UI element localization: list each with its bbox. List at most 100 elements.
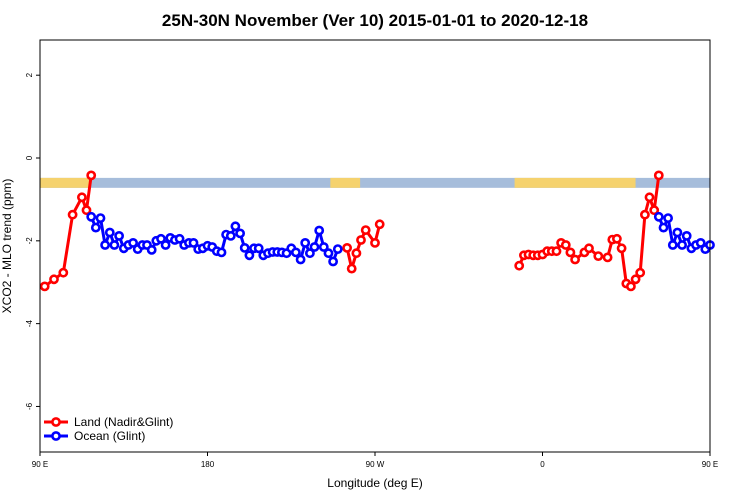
data-point — [346, 263, 357, 274]
data-point — [649, 205, 660, 216]
data-point — [235, 228, 245, 239]
data-point — [77, 192, 87, 203]
data-point — [114, 230, 124, 241]
land-ocean-band — [40, 177, 710, 188]
data-point — [370, 237, 380, 248]
data-point — [323, 248, 334, 259]
x-tick-label: 90 W — [366, 460, 385, 469]
data-point — [290, 247, 301, 258]
data-point — [616, 243, 627, 254]
data-point — [677, 240, 687, 250]
x-tick-label: 90 E — [32, 460, 48, 469]
legend-swatch-marker — [51, 417, 61, 427]
data-point — [584, 243, 594, 254]
data-point — [146, 244, 157, 255]
data-point — [304, 248, 315, 259]
data-point — [356, 235, 366, 245]
x-tick-label: 180 — [201, 460, 215, 469]
data-point — [635, 267, 646, 278]
y-axis: 2 0 -2 -4 -6 — [25, 72, 40, 410]
data-point — [514, 260, 525, 271]
y-axis-label: XCO2 - MLO trend (ppm) — [0, 179, 14, 314]
data-point — [104, 227, 115, 238]
data-point — [681, 230, 692, 241]
legend-label: Land (Nadir&Glint) — [74, 415, 173, 429]
data-point — [81, 205, 92, 216]
data-point — [332, 244, 343, 254]
data-point — [67, 209, 78, 220]
data-point — [39, 281, 50, 292]
data-point — [300, 237, 311, 248]
y-tick-label: -2 — [25, 237, 34, 245]
data-point — [626, 281, 636, 292]
data-point — [58, 267, 69, 278]
x-tick-label: 90 E — [702, 460, 718, 469]
series-line — [43, 175, 93, 288]
data-point — [309, 242, 320, 252]
legend-item: Land (Nadir&Glint) — [44, 415, 173, 429]
data-point — [593, 251, 604, 261]
data-point — [640, 209, 650, 220]
y-tick-label: 0 — [25, 155, 34, 160]
data-point — [216, 247, 227, 258]
series-layer — [39, 170, 715, 292]
data-point — [351, 248, 362, 259]
data-point — [695, 237, 706, 248]
data-point — [314, 225, 325, 236]
data-point — [49, 274, 59, 285]
data-point — [653, 170, 664, 181]
data-point — [630, 274, 641, 285]
x-axis: 90 E 180 90 W 0 90 E — [32, 452, 718, 469]
data-point — [328, 256, 338, 267]
data-point — [342, 242, 352, 253]
series-land — [39, 170, 664, 292]
data-point — [653, 211, 664, 222]
legend-item: Ocean (Glint) — [44, 429, 145, 443]
data-point — [565, 247, 576, 258]
y-tick-label: -6 — [25, 402, 34, 410]
data-point — [160, 240, 171, 250]
ocean-band — [40, 177, 710, 188]
data-point — [672, 227, 683, 238]
data-point — [602, 252, 613, 263]
data-point — [551, 246, 562, 257]
legend-label: Ocean (Glint) — [74, 429, 145, 443]
data-point — [230, 221, 241, 232]
data-point — [239, 242, 250, 253]
data-point — [95, 213, 106, 223]
data-point — [253, 243, 264, 254]
data-point — [667, 240, 678, 250]
series-ocean — [86, 211, 715, 267]
data-point — [644, 192, 655, 203]
data-point — [658, 222, 669, 233]
x-axis-label: Longitude (deg E) — [327, 476, 422, 490]
x-tick-label: 0 — [540, 460, 545, 469]
legend-swatch-marker — [51, 431, 61, 441]
land-band-segment — [40, 177, 91, 188]
data-point — [100, 240, 110, 250]
y-tick-label: -4 — [25, 320, 34, 328]
data-point — [244, 250, 255, 261]
data-point — [663, 213, 673, 223]
data-point — [560, 240, 571, 250]
data-point — [90, 222, 101, 233]
data-point — [156, 233, 166, 244]
data-point — [295, 254, 306, 265]
series-line — [569, 175, 661, 288]
data-point — [360, 225, 371, 235]
data-point — [188, 237, 199, 248]
data-point — [225, 230, 236, 241]
data-point — [86, 211, 97, 222]
data-point — [374, 219, 385, 230]
land-band-segment — [514, 177, 636, 188]
data-point — [86, 170, 97, 181]
data-point — [109, 240, 120, 250]
data-point — [570, 254, 580, 265]
chart-title: 25N-30N November (Ver 10) 2015-01-01 to … — [162, 11, 588, 30]
land-band-segment — [330, 177, 361, 188]
legend: Land (Nadir&Glint)Ocean (Glint) — [44, 415, 173, 443]
y-tick-label: 2 — [25, 72, 34, 77]
data-point — [128, 237, 138, 248]
data-point — [174, 233, 185, 244]
